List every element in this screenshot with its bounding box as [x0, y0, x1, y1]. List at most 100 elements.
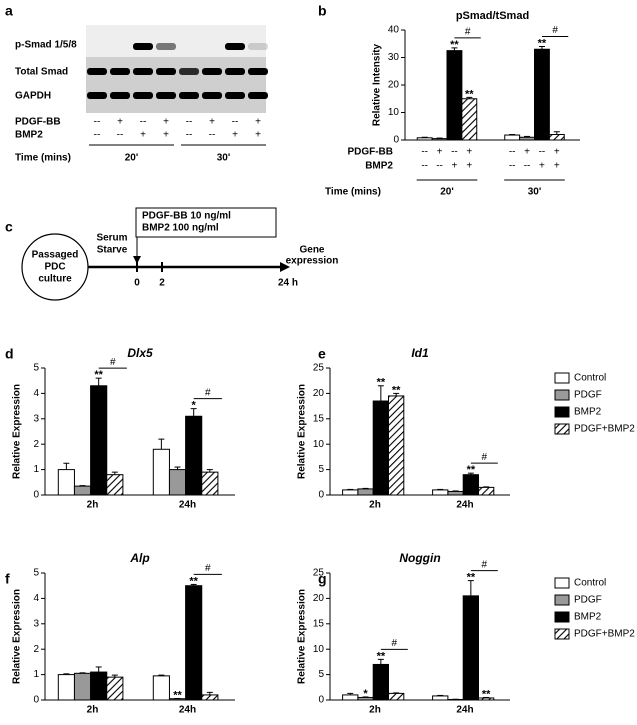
bar	[90, 671, 108, 701]
y-tick-label: 20	[388, 80, 400, 91]
condition-mark: --	[509, 161, 516, 172]
bar	[388, 395, 405, 496]
condition-mark: --	[186, 130, 193, 141]
bar	[462, 474, 480, 496]
y-tick-label: 2	[33, 644, 39, 655]
y-axis-label: Relative Expression	[12, 384, 23, 479]
bar	[416, 137, 433, 141]
legend-label: PDGF	[574, 390, 602, 401]
bar	[447, 490, 464, 496]
y-tick-label: 5	[33, 568, 39, 579]
x-tick-label: 24h	[456, 500, 473, 511]
y-axis-label: Relative Intensity	[372, 43, 383, 126]
blot-band	[133, 43, 153, 50]
legend-label: PDGF+BMP2	[574, 629, 635, 640]
condition-mark: --	[451, 147, 458, 158]
bar	[372, 663, 390, 701]
step-text: Serum	[96, 233, 127, 244]
significance-star: **	[377, 377, 386, 389]
significance-hash: #	[465, 27, 471, 38]
condition-mark: +	[539, 161, 545, 172]
y-tick-label: 25	[313, 363, 325, 374]
legend-label: PDGF	[574, 595, 602, 606]
blot-band	[87, 92, 107, 99]
y-tick-label: 4	[33, 593, 39, 604]
x-tick-label: 20'	[440, 187, 454, 198]
end-text: expression	[286, 256, 339, 267]
y-tick-label: 1	[33, 464, 39, 475]
start-text: PDC	[44, 262, 65, 273]
bar	[446, 50, 463, 141]
y-tick-label: 0	[318, 490, 324, 501]
panel-label: g	[318, 571, 327, 587]
blot-row-label: Total Smad	[15, 67, 68, 78]
significance-star: **	[377, 650, 386, 662]
y-tick-label: 3	[33, 413, 39, 424]
bar	[388, 692, 405, 701]
y-tick-label: 10	[388, 107, 400, 118]
condition-mark: +	[255, 130, 261, 141]
y-tick-label: 5	[318, 669, 324, 680]
condition-mark: --	[436, 161, 443, 172]
blot-band	[87, 68, 107, 75]
chart-title: Alp	[129, 551, 149, 565]
time-label: 30'	[217, 153, 231, 164]
condition-mark: --	[94, 117, 101, 128]
condition-mark: +	[524, 147, 530, 158]
bar	[185, 585, 203, 701]
condition-mark: --	[509, 147, 516, 158]
legend-swatch	[554, 389, 570, 401]
end-text: Gene	[299, 245, 324, 256]
legend-swatch	[554, 577, 570, 589]
blot-band	[202, 68, 222, 75]
blot-band	[248, 43, 268, 50]
blot-band	[156, 92, 176, 99]
significance-star: *	[192, 400, 197, 412]
condition-mark: +	[452, 161, 458, 172]
significance-star: **	[392, 384, 401, 396]
bar	[90, 385, 108, 496]
bar	[432, 489, 449, 496]
bar	[106, 474, 124, 496]
condition-mark: --	[117, 130, 124, 141]
condition-mark: +	[255, 117, 261, 128]
bar	[462, 595, 480, 701]
treatment-text: BMP2 100 ng/ml	[142, 223, 219, 234]
y-tick-label: 10	[313, 439, 325, 450]
bar	[478, 486, 495, 496]
timeline-tick: 24 h	[278, 278, 298, 289]
condition-mark: +	[554, 161, 560, 172]
bar	[201, 694, 219, 701]
chart-title: pSmad/tSmad	[456, 10, 529, 22]
significance-star: **	[467, 464, 476, 476]
blot-band	[110, 92, 130, 99]
significance-star: **	[189, 575, 198, 587]
x-tick-label: 2h	[369, 705, 381, 716]
time-label: 20'	[125, 153, 139, 164]
bar	[57, 674, 75, 701]
blot-band	[133, 68, 153, 75]
condition-mark: +	[163, 117, 169, 128]
bar	[342, 694, 359, 701]
condition-mark: --	[94, 130, 101, 141]
x-tick-label: 30'	[528, 187, 542, 198]
condition-mark: +	[554, 147, 560, 158]
significance-star: **	[450, 39, 459, 51]
timeline	[21, 207, 290, 301]
y-tick-label: 30	[388, 52, 400, 63]
x-tick-label: 24h	[179, 500, 196, 511]
legend-label: BMP2	[574, 612, 602, 623]
bar	[357, 488, 374, 496]
bar	[432, 695, 449, 701]
significance-star: **	[467, 572, 476, 584]
condition-label: PDGF-BB	[15, 117, 61, 128]
panel-label: e	[318, 346, 326, 362]
significance-hash: #	[205, 387, 211, 398]
legend-label: PDGF+BMP2	[574, 424, 635, 435]
condition-mark: +	[140, 130, 146, 141]
legend-swatch	[554, 611, 570, 623]
legend-swatch	[554, 594, 570, 606]
panel-label: c	[5, 219, 13, 235]
blot-band	[179, 68, 199, 75]
